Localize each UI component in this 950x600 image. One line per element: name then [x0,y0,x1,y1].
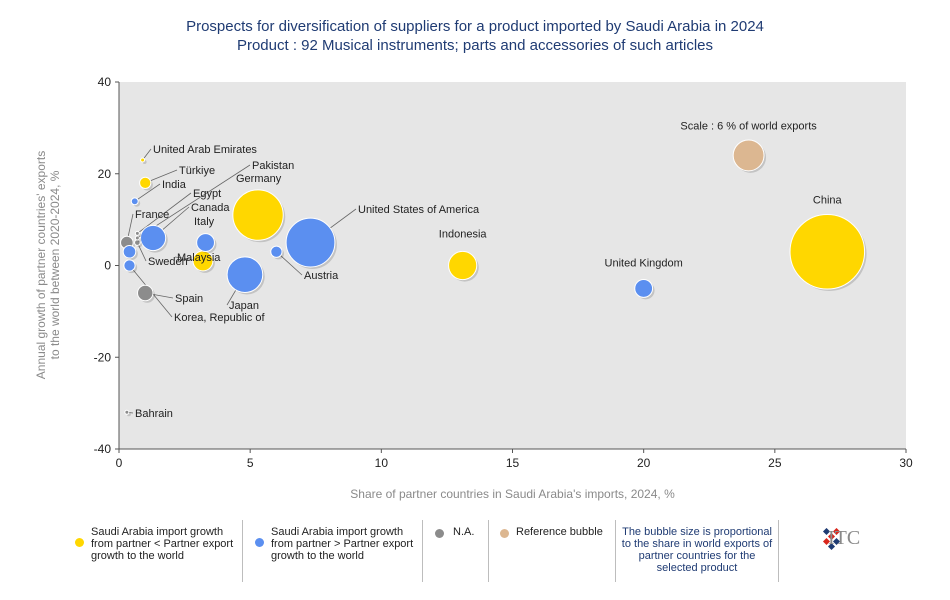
y-tick-label: -20 [94,350,112,364]
point-label: Türkiye [179,165,215,177]
point-label: China [813,195,843,207]
point-label: Egypt [193,188,221,200]
bubble-yellow [140,157,146,163]
reference-bubble-label: Scale : 6 % of world exports [680,120,817,132]
x-tick-label: 30 [899,456,913,470]
legend: Saudi Arabia import growth from partner … [60,520,880,582]
x-tick-label: 25 [768,456,782,470]
legend-divider [778,520,779,582]
y-tick-label: -40 [94,442,112,456]
x-tick-label: 0 [116,456,123,470]
point-label: Sweden [148,256,188,268]
legend-label: Saudi Arabia import growth from partner … [91,526,234,562]
bubble-blue [634,279,654,298]
bubble-blue [226,256,264,293]
bubble-yellow [789,213,866,290]
point-label: Spain [175,293,203,305]
bubble-gray [134,230,140,236]
y-tick-label: 20 [98,167,112,181]
point-label: Bahrain [135,408,173,420]
point-label: France [135,209,169,221]
gray-dot-icon [435,529,444,538]
point-label: Canada [191,202,230,214]
x-tick-label: 10 [375,456,389,470]
point-labels: Scale : 6 % of world exports China United … [135,120,843,420]
legend-note-text: The bubble size is proportional to the s… [621,526,773,574]
x-tick-label: 20 [637,456,651,470]
legend-item-yellow: Saudi Arabia import growth from partner … [75,520,235,582]
bubble-blue [122,244,137,259]
point-label: Italy [194,216,215,228]
bubble-gray [134,235,140,241]
axes: 0 5 10 15 20 25 30 -40 -20 0 20 40 [94,75,913,470]
legend-label: N.A. [453,526,475,538]
bubble-gray [124,409,130,415]
legend-label: Reference bubble [516,526,603,538]
y-axis-label-line: Annual growth of partner countries' expo… [34,151,48,379]
leader-line [137,192,192,234]
bubble-blue [140,224,167,252]
legend-divider [488,520,489,582]
bubble-chart: 0 5 10 15 20 25 30 -40 -20 0 20 40 Scale : 6 % of w… [34,75,913,501]
legend-divider [615,520,616,582]
y-tick-label: 40 [98,75,112,89]
x-tick-label: 15 [506,456,520,470]
point-label: India [162,179,187,191]
itc-logo-icon [822,528,841,551]
leader-line [134,183,161,202]
chart-title: Prospects for diversification of supplie… [186,18,764,35]
bubble-yellow [448,250,478,281]
legend-item-blue: Saudi Arabia import growth from partner … [255,520,415,582]
reference-bubble [732,139,765,172]
yellow-dot-icon [75,538,84,547]
leader-line [137,242,147,262]
blue-dot-icon [255,538,264,547]
bubbles [120,139,867,417]
bubble-gray [137,284,154,302]
bubble-blue [285,217,336,268]
legend-note: The bubble size is proportional to the s… [618,520,776,582]
legend-divider [422,520,423,582]
y-axis-label-line: to the world between 2020-2024, % [48,170,62,359]
x-tick-label: 5 [247,456,254,470]
point-label: Korea, Republic of [174,312,265,324]
bubble-blue [196,233,215,252]
y-tick-label: 0 [104,259,111,273]
point-label: Malaysia [177,252,221,264]
point-label: United Arab Emirates [153,144,257,156]
bubble-blue [123,259,136,272]
point-label: Austria [304,270,339,282]
y-axis-label: Annual growth of partner countries' expo… [34,151,62,379]
bubble-yellow [139,176,152,190]
point-label: United Kingdom [605,257,683,269]
legend-label: Saudi Arabia import growth from partner … [271,526,414,562]
point-label: Japan [229,300,259,312]
reference-dot-icon [500,529,509,538]
point-label: Pakistan [252,160,294,172]
legend-item-reference: Reference bubble [500,520,620,582]
bubble-blue [270,245,283,258]
bubble-yellow [232,189,284,241]
itc-logo-text: ITC [828,527,861,549]
point-label: Indonesia [439,229,488,241]
x-axis-label: Share of partner countries in Saudi Arab… [350,487,675,501]
legend-divider [242,520,243,582]
legend-item-na: N.A. [435,520,490,582]
point-label: Germany [236,173,282,185]
point-label: United States of America [358,204,480,216]
chart-subtitle: Product : 92 Musical instruments; parts … [236,37,714,54]
bubble-blue [130,197,139,206]
